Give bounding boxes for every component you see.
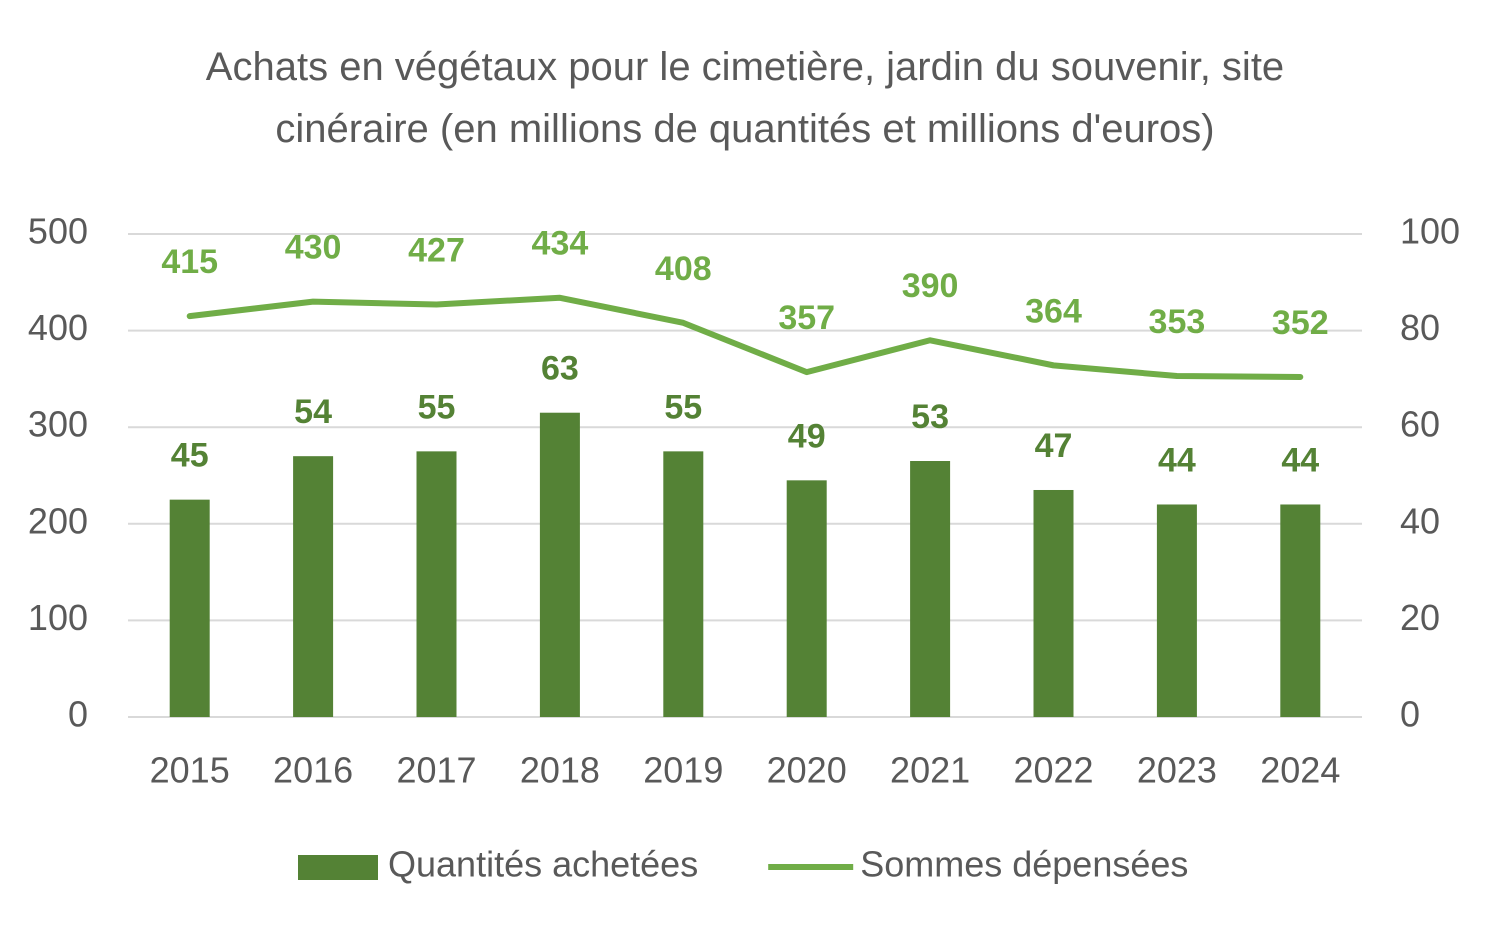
legend-label: Quantités achetées bbox=[388, 844, 698, 885]
bar bbox=[1280, 504, 1321, 717]
value-label: 408 bbox=[655, 250, 712, 288]
y-tick-label: 400 bbox=[28, 307, 88, 348]
value-label: 434 bbox=[532, 225, 589, 263]
x-tick-label: 2021 bbox=[890, 750, 970, 791]
value-label: 430 bbox=[285, 229, 342, 267]
value-label: 47 bbox=[1035, 427, 1073, 465]
value-label: 364 bbox=[1025, 292, 1082, 330]
value-label: 53 bbox=[911, 398, 949, 436]
value-label: 352 bbox=[1272, 304, 1329, 342]
bar bbox=[1156, 504, 1197, 717]
y2-tick-label: 80 bbox=[1400, 307, 1440, 348]
bar bbox=[169, 499, 210, 717]
value-label: 44 bbox=[1158, 441, 1196, 479]
y-tick-label: 200 bbox=[28, 500, 88, 541]
value-label: 55 bbox=[664, 388, 702, 426]
y-tick-label: 0 bbox=[68, 694, 88, 735]
y2-tick-label: 40 bbox=[1400, 500, 1440, 541]
x-tick-label: 2023 bbox=[1137, 750, 1217, 791]
value-label: 44 bbox=[1281, 441, 1319, 479]
chart-title: Achats en végétaux pour le cimetière, ja… bbox=[205, 45, 1285, 151]
value-label: 49 bbox=[788, 417, 826, 455]
bar bbox=[663, 451, 704, 717]
x-tick-label: 2024 bbox=[1260, 750, 1340, 791]
legend-label: Sommes dépensées bbox=[860, 844, 1188, 885]
legend-swatch bbox=[298, 855, 378, 880]
x-tick-label: 2016 bbox=[273, 750, 353, 791]
x-tick-label: 2019 bbox=[643, 750, 723, 791]
y2-tick-label: 60 bbox=[1400, 404, 1440, 445]
value-label: 415 bbox=[161, 243, 218, 281]
value-label: 427 bbox=[408, 232, 465, 270]
y-tick-label: 500 bbox=[28, 211, 88, 252]
x-tick-label: 2020 bbox=[767, 750, 847, 791]
bar bbox=[416, 451, 457, 717]
value-label: 63 bbox=[541, 350, 579, 388]
bar bbox=[293, 456, 334, 717]
x-tick-label: 2018 bbox=[520, 750, 600, 791]
value-label: 45 bbox=[171, 437, 209, 475]
bar bbox=[1033, 489, 1074, 717]
line bbox=[186, 294, 1304, 380]
bar bbox=[786, 480, 827, 717]
value-label: 353 bbox=[1149, 303, 1206, 341]
bar bbox=[539, 412, 580, 717]
value-label: 390 bbox=[902, 267, 959, 305]
value-label: 357 bbox=[778, 299, 835, 337]
value-label: 54 bbox=[294, 393, 332, 431]
value-label: 55 bbox=[418, 388, 456, 426]
x-tick-label: 2015 bbox=[150, 750, 230, 791]
y2-tick-label: 0 bbox=[1400, 694, 1420, 735]
x-tick-label: 2022 bbox=[1013, 750, 1093, 791]
y2-tick-label: 20 bbox=[1400, 597, 1440, 638]
bar bbox=[910, 461, 951, 717]
x-tick-label: 2017 bbox=[396, 750, 476, 791]
y2-tick-label: 100 bbox=[1400, 211, 1460, 252]
y-tick-label: 100 bbox=[28, 597, 88, 638]
y-tick-label: 300 bbox=[28, 404, 88, 445]
